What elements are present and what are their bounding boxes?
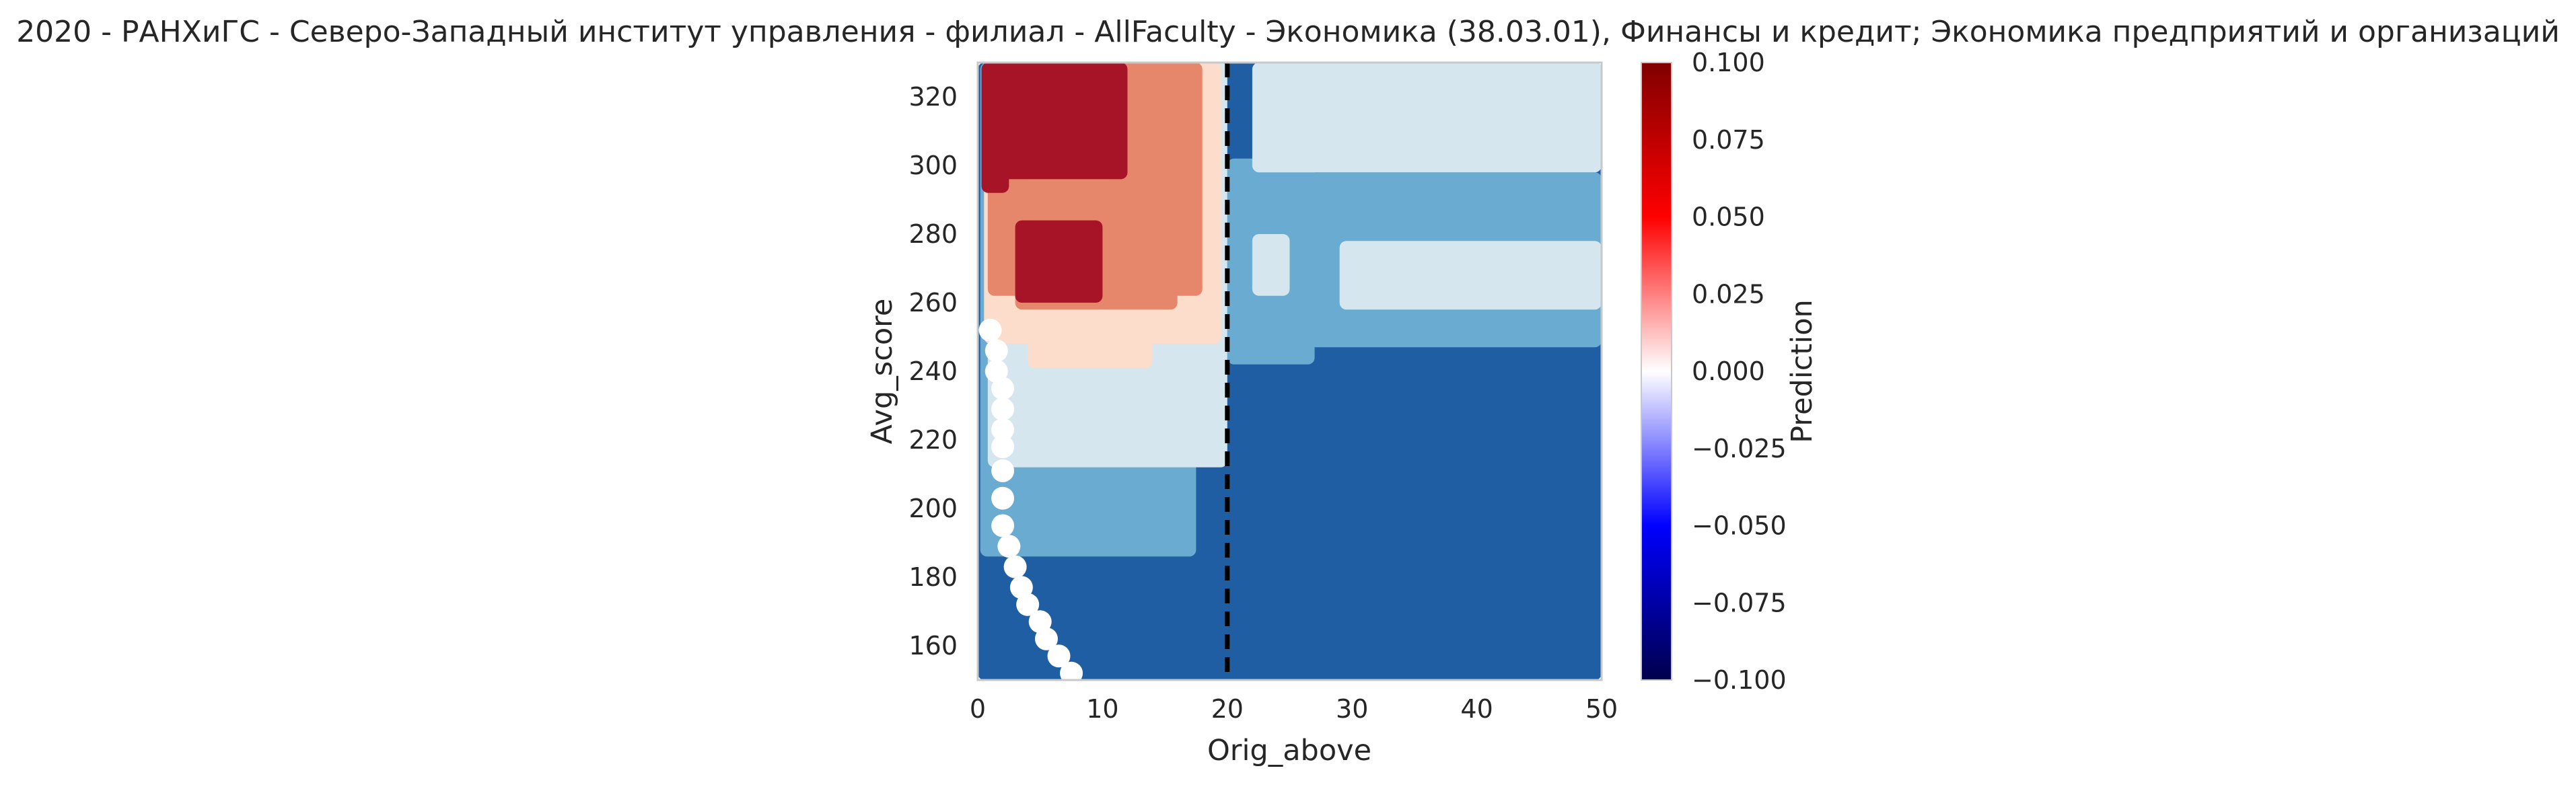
x-tick-label: 50 bbox=[1585, 694, 1618, 724]
x-tick-label: 30 bbox=[1336, 694, 1368, 724]
data-point bbox=[991, 486, 1015, 510]
y-axis-label: Avg_score bbox=[865, 299, 899, 445]
data-point bbox=[991, 435, 1015, 459]
x-tick-label: 10 bbox=[1086, 694, 1118, 724]
data-point bbox=[985, 360, 1008, 383]
x-tick-label: 0 bbox=[970, 694, 986, 724]
data-point bbox=[978, 318, 1002, 342]
data-points bbox=[978, 318, 1083, 680]
colorbar-tick-label: 0.075 bbox=[1692, 125, 1765, 155]
contour-region-dark-red bbox=[981, 63, 1009, 193]
data-point bbox=[985, 339, 1008, 363]
plot-frame bbox=[976, 61, 1603, 681]
data-point bbox=[1034, 627, 1058, 650]
colorbar-tick-label: 0.050 bbox=[1692, 202, 1765, 232]
colorbar-label: Prediction bbox=[1785, 299, 1819, 443]
contour-regions bbox=[978, 63, 1602, 680]
colorbar-tick-label: −0.025 bbox=[1692, 434, 1787, 463]
data-point bbox=[1060, 661, 1083, 680]
data-point bbox=[1028, 610, 1052, 634]
data-point bbox=[1009, 576, 1033, 599]
y-tick-label: 160 bbox=[908, 631, 958, 661]
data-point bbox=[1047, 644, 1071, 668]
data-point bbox=[991, 418, 1015, 441]
x-axis-ticks: 0 10 20 30 40 50 bbox=[970, 694, 1618, 724]
contour-region-pale-blue bbox=[1252, 63, 1602, 173]
y-tick-label: 300 bbox=[908, 151, 958, 180]
contour-region-pale-pink bbox=[1028, 337, 1153, 368]
data-point bbox=[991, 398, 1015, 421]
colorbar-tick-label: −0.050 bbox=[1692, 511, 1787, 541]
y-tick-label: 260 bbox=[908, 288, 958, 317]
data-point bbox=[997, 535, 1021, 558]
y-tick-label: 220 bbox=[908, 425, 958, 455]
data-point bbox=[991, 377, 1015, 400]
data-point bbox=[991, 514, 1015, 537]
colorbar-tick-label: −0.100 bbox=[1692, 665, 1787, 695]
y-tick-label: 180 bbox=[908, 562, 958, 592]
colorbar bbox=[1641, 62, 1672, 681]
contour-region-pale-blue bbox=[1339, 241, 1602, 310]
y-axis-ticks: 160 180 200 220 240 260 280 300 320 bbox=[908, 82, 958, 661]
y-tick-label: 240 bbox=[908, 356, 958, 386]
contour-region-dark-red bbox=[1015, 220, 1103, 303]
y-tick-label: 320 bbox=[908, 82, 958, 112]
x-axis-label: Orig_above bbox=[1207, 734, 1371, 767]
y-tick-label: 200 bbox=[908, 494, 958, 523]
x-tick-label: 40 bbox=[1460, 694, 1493, 724]
colorbar-tick-label: 0.100 bbox=[1692, 48, 1765, 77]
contour-region-pale-blue bbox=[1252, 234, 1290, 296]
colorbar-ticks: 0.100 0.075 0.050 0.025 0.000 −0.025 −0.050 −0.… bbox=[1692, 48, 1787, 695]
colorbar-tick-label: 0.025 bbox=[1692, 279, 1765, 309]
chart-title: 2020 - РАНХиГС - Северо-Западный институ… bbox=[16, 15, 2560, 49]
y-tick-label: 280 bbox=[908, 219, 958, 249]
data-point bbox=[1003, 555, 1027, 578]
contour-region-dark-red bbox=[1003, 63, 1128, 180]
data-point bbox=[1016, 593, 1040, 616]
colorbar-tick-label: 0.000 bbox=[1692, 356, 1765, 386]
data-point bbox=[991, 459, 1015, 482]
x-tick-label: 20 bbox=[1211, 694, 1244, 724]
colorbar-tick-label: −0.075 bbox=[1692, 588, 1787, 617]
